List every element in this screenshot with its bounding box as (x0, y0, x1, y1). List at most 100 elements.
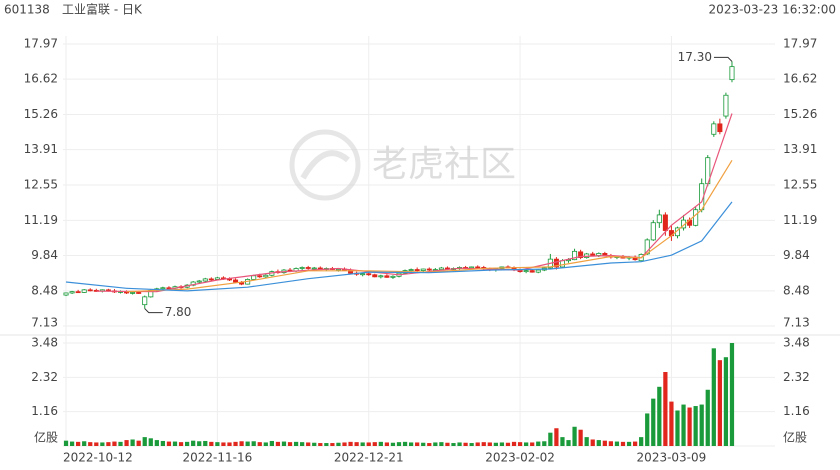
y-tick-label-right: 12.55 (783, 178, 817, 192)
volume-bar (209, 441, 214, 446)
volume-bar (172, 441, 178, 446)
x-tick-label: 2022-11-16 (183, 451, 253, 465)
volume-bar (421, 442, 426, 446)
volume-bar (457, 442, 462, 446)
volume-bar (626, 441, 632, 446)
volume-bar (402, 441, 408, 446)
volume-bar (705, 389, 710, 446)
volume-tick-label-right: 亿股 (783, 430, 807, 445)
volume-bar (239, 441, 244, 446)
candle-body (317, 267, 323, 270)
ma-line (65, 201, 733, 292)
y-tick-label: 15.26 (24, 107, 58, 121)
volume-bar (318, 443, 323, 446)
y-tick-label: 7.13 (31, 316, 58, 330)
volume-bar (287, 442, 293, 446)
volume-bar (160, 440, 166, 446)
volume-bar (76, 441, 81, 446)
volume-bar (263, 442, 268, 446)
volume-bar (632, 441, 638, 446)
volume-bar (554, 428, 559, 446)
volume-tick-label-right: 1.16 (783, 404, 810, 418)
x-tick-label: 2022-12-21 (334, 451, 404, 465)
volume-bar (142, 437, 147, 446)
candle-body (81, 289, 87, 293)
candle-body (414, 269, 420, 271)
candle-body (723, 94, 729, 117)
y-tick-label-right: 13.91 (783, 142, 817, 156)
volume-bar (233, 441, 238, 446)
candle-body (366, 273, 372, 276)
candle-body (202, 278, 208, 282)
candle-body (523, 270, 529, 273)
volume-bar (408, 442, 414, 446)
volume-bar (729, 343, 735, 446)
volume-bar (390, 442, 396, 446)
x-tick-label: 2023-03-09 (637, 451, 707, 465)
volume-bar (475, 442, 480, 446)
candle-body (384, 275, 390, 278)
y-tick-label: 11.19 (24, 213, 58, 227)
volume-bar (560, 437, 565, 446)
volume-bar (717, 360, 722, 446)
x-tick-label: 2023-02-02 (485, 451, 555, 465)
candle-body (311, 267, 317, 270)
volume-bar (542, 441, 547, 446)
candle-body (136, 292, 142, 294)
y-tick-label: 13.91 (24, 142, 58, 156)
candle-body (233, 279, 239, 283)
ma-line (96, 113, 733, 293)
volume-bar (178, 442, 184, 446)
volume-tick-label: 亿股 (34, 430, 58, 445)
stock-code: 601138 (4, 3, 50, 17)
annotation-label: 17.30 (678, 50, 712, 64)
volume-bar (281, 441, 287, 446)
y-tick-label-right: 8.48 (783, 283, 810, 297)
volume-bar (415, 442, 420, 446)
candle-body (662, 214, 668, 231)
candle-body (590, 253, 596, 256)
volume-bar (505, 442, 511, 446)
volume-bar (130, 439, 135, 446)
candle-body (729, 66, 735, 81)
candle-body (420, 268, 426, 271)
watermark-logo-mark (300, 150, 350, 180)
y-tick-label: 16.62 (24, 72, 58, 86)
volume-bar (215, 442, 220, 446)
volume-bar (69, 441, 75, 446)
volume-bar (578, 429, 583, 446)
candle-body (438, 267, 444, 270)
ma-line (126, 159, 733, 293)
timestamp: 2023-03-23 16:32:00 (709, 3, 836, 17)
candle-body (160, 287, 166, 290)
volume-bar (94, 442, 99, 446)
candle-body (142, 296, 148, 306)
y-tick-label-right: 11.19 (783, 213, 817, 227)
candle-body (214, 277, 220, 280)
volume-bar (566, 440, 571, 446)
candle-body (408, 269, 414, 271)
volume-bar (336, 442, 341, 446)
volume-bar (82, 441, 87, 446)
volume-bar (493, 442, 498, 446)
volume-bar (614, 441, 620, 446)
volume-bar (451, 443, 456, 446)
candle-body (693, 209, 699, 226)
candle-body (372, 274, 378, 278)
x-tick-label: 2022-10-12 (63, 451, 133, 465)
volume-bar (100, 442, 105, 446)
volume-bar (354, 442, 359, 446)
y-tick-label: 9.84 (31, 248, 58, 262)
candle-body (75, 291, 81, 294)
volume-bar (366, 442, 371, 446)
y-tick-label: 8.48 (31, 283, 58, 297)
volume-bar (306, 442, 311, 446)
volume-bar (378, 441, 383, 446)
candle-body (360, 273, 366, 276)
volume-bar (663, 372, 668, 446)
volume-bar (324, 443, 329, 446)
volume-bar (536, 441, 541, 446)
candle-body (378, 275, 384, 278)
volume-bar (312, 442, 317, 446)
